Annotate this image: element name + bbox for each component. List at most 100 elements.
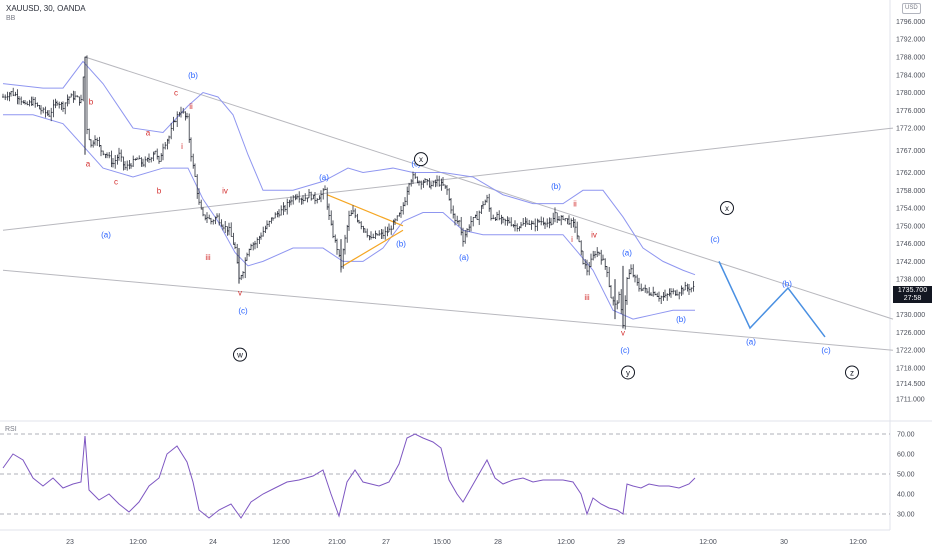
candle <box>672 288 675 295</box>
candle <box>354 208 357 219</box>
candle <box>44 106 47 118</box>
candle <box>462 227 464 247</box>
candle <box>682 287 684 295</box>
candle <box>276 211 279 218</box>
candle <box>466 228 468 238</box>
candle <box>42 107 45 114</box>
price-tick-label: 1780.000 <box>896 90 925 97</box>
candle <box>176 111 179 127</box>
candle <box>598 251 600 256</box>
candle <box>620 289 623 315</box>
candle <box>174 120 176 123</box>
candle <box>552 212 555 225</box>
time-tick-label: 21:00 <box>328 539 346 546</box>
currency-badge[interactable]: USD <box>902 3 921 14</box>
candle <box>248 248 251 257</box>
candle <box>274 212 277 219</box>
candle <box>140 157 143 167</box>
candle <box>474 214 477 219</box>
candle <box>668 288 671 297</box>
price-tick-label: 1718.000 <box>896 366 925 373</box>
candle <box>500 214 503 225</box>
wave-label: (b) <box>396 240 406 249</box>
candle <box>538 219 540 223</box>
candle <box>366 228 369 238</box>
candle <box>666 293 669 301</box>
candle <box>240 274 243 281</box>
price-tick-label: 1758.000 <box>896 188 925 195</box>
rsi-tick-label: 60.00 <box>897 452 915 459</box>
candle <box>452 205 455 219</box>
candle <box>558 215 560 222</box>
candle <box>458 219 460 227</box>
price-tick-label: 1792.000 <box>896 37 925 44</box>
wave-label: c <box>174 89 178 98</box>
candle <box>580 240 583 256</box>
candle <box>66 94 69 107</box>
wave-circle-label: x <box>414 152 428 167</box>
candle <box>144 156 147 168</box>
candle <box>304 193 307 202</box>
wave-circle <box>845 365 859 380</box>
candle <box>192 153 195 169</box>
candle <box>422 179 425 188</box>
price-tick-label: 1754.000 <box>896 206 925 213</box>
candle <box>496 211 498 221</box>
last-price: 1735.700 <box>897 287 928 294</box>
wave-label: (a) <box>459 253 469 262</box>
candle <box>444 184 447 189</box>
candle <box>222 224 224 231</box>
candle <box>266 220 268 230</box>
candle <box>360 221 363 230</box>
candle <box>288 199 291 208</box>
candle <box>264 225 267 233</box>
candle <box>516 223 519 232</box>
candle <box>646 288 648 294</box>
candle <box>122 156 125 171</box>
candle <box>190 137 192 162</box>
wave-label: (a) <box>101 231 111 240</box>
price-tick-label: 1746.000 <box>896 241 925 248</box>
candle <box>72 90 75 103</box>
candle <box>180 106 182 118</box>
rsi-tick-label: 30.00 <box>897 512 915 519</box>
candle <box>52 99 55 118</box>
candle <box>396 215 399 222</box>
candle <box>586 259 588 276</box>
candle <box>362 225 365 233</box>
candle <box>88 128 91 141</box>
wave-label: iv <box>591 231 597 240</box>
candle <box>154 150 156 155</box>
candle <box>22 100 25 104</box>
candle <box>660 295 663 305</box>
candle <box>642 287 644 291</box>
candle <box>406 186 409 206</box>
candle <box>692 280 695 292</box>
candle <box>330 210 333 226</box>
candle <box>296 193 298 200</box>
candle <box>504 218 507 226</box>
price-tick-label: 1711.000 <box>896 397 925 404</box>
candle <box>676 289 678 296</box>
candle <box>312 194 315 200</box>
candle <box>230 222 233 237</box>
candle <box>216 213 218 219</box>
candle <box>136 157 138 160</box>
candle <box>680 285 683 296</box>
candle <box>242 271 244 279</box>
wave-label: (a) <box>319 173 329 182</box>
bollinger-upper-band <box>2 60 696 276</box>
candle <box>128 160 131 170</box>
candle <box>506 216 509 226</box>
candle <box>402 202 405 215</box>
candle <box>372 233 375 239</box>
wave-circle-label: y <box>621 365 635 380</box>
candle <box>590 253 592 268</box>
candle <box>380 229 383 240</box>
candle <box>648 287 651 296</box>
candle <box>390 225 393 235</box>
candle <box>576 221 579 240</box>
candle <box>164 142 167 150</box>
candle <box>498 210 501 221</box>
